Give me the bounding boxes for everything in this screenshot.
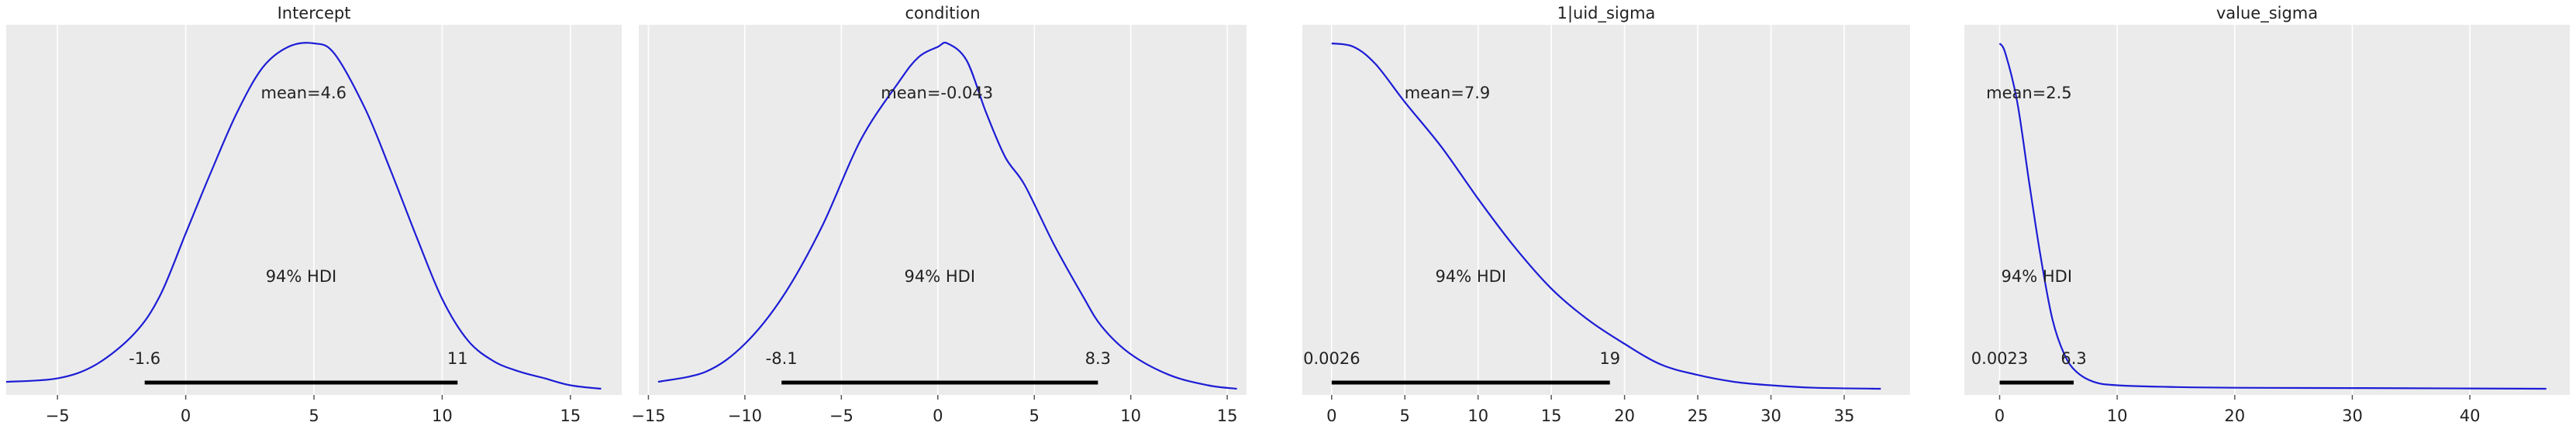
hdi-high-label: 6.3 (2060, 349, 2086, 368)
plot-area (1964, 25, 2570, 395)
hdi-high-label: 19 (1599, 349, 1620, 368)
panel-title: condition (905, 4, 980, 22)
x-tick-label: 15 (1217, 407, 1238, 425)
mean-label: mean=4.6 (260, 84, 347, 102)
mean-label: mean=-0.043 (881, 84, 993, 102)
hdi-high-label: 8.3 (1085, 349, 1111, 368)
panel-2: 1|uid_sigma 0 5 10 15 20 25 30 35 0.0026 19 94% HDI… (1302, 4, 1910, 425)
x-tick-label: −10 (728, 407, 762, 425)
plot-area (639, 25, 1247, 395)
hdi-high-label: 11 (447, 349, 468, 368)
x-tick-label: 5 (309, 407, 319, 425)
x-tick-label: 10 (432, 407, 453, 425)
x-tick-label: 25 (1688, 407, 1709, 425)
x-tick-label: 40 (2460, 407, 2481, 425)
x-tick-label: 5 (1400, 407, 1410, 425)
mean-label: mean=7.9 (1405, 84, 1491, 102)
x-tick-label: 35 (1834, 407, 1855, 425)
x-tick-label: 0 (1995, 407, 2005, 425)
x-tick-label: 15 (560, 407, 581, 425)
hdi-low-label: 0.0023 (1971, 349, 2028, 368)
x-tick-label: 0 (1326, 407, 1336, 425)
hdi-low-label: -8.1 (766, 349, 798, 368)
panel-0: Intercept −5 0 5 10 15 -1.6 11 94% HDI mean=4.6 (5, 4, 622, 425)
hdi-label: 94% HDI (905, 267, 976, 286)
density-curve (657, 41, 1237, 390)
hdi-low-label: -1.6 (129, 349, 160, 368)
panel-3: value_sigma 0 10 20 30 40 0.0023 6.3 94% HDI mean… (1964, 4, 2570, 425)
x-tick-label: −15 (631, 407, 665, 425)
density-curve (1331, 42, 1881, 390)
plot-area (1302, 25, 1910, 395)
x-tick-label: 30 (1760, 407, 1781, 425)
x-tick-label: 20 (2224, 407, 2245, 425)
hdi-low-label: 0.0026 (1303, 349, 1360, 368)
hdi-label: 94% HDI (1436, 267, 1507, 286)
x-tick-label: 5 (1029, 407, 1040, 425)
x-tick-label: 15 (1541, 407, 1562, 425)
panel-title: Intercept (278, 4, 351, 22)
x-tick-label: 0 (933, 407, 943, 425)
panel-title: value_sigma (2216, 4, 2318, 23)
hdi-label: 94% HDI (266, 267, 337, 286)
x-tick-label: 10 (2107, 407, 2128, 425)
panel-1: condition −15 −10 −5 0 5 10 15 -8.1 8.3 94% HDI mea… (631, 4, 1247, 425)
mean-label: mean=2.5 (1986, 84, 2072, 102)
x-tick-label: 10 (1120, 407, 1141, 425)
x-tick-label: 30 (2342, 407, 2363, 425)
density-curve (5, 42, 602, 390)
x-tick-label: −5 (46, 407, 70, 425)
density-curve (1998, 43, 2547, 390)
panel-title: 1|uid_sigma (1557, 4, 1656, 23)
x-tick-label: 20 (1614, 407, 1635, 425)
x-tick-label: 0 (181, 407, 191, 425)
hdi-label: 94% HDI (2002, 267, 2073, 286)
x-tick-label: 10 (1467, 407, 1488, 425)
x-tick-label: −5 (829, 407, 853, 425)
